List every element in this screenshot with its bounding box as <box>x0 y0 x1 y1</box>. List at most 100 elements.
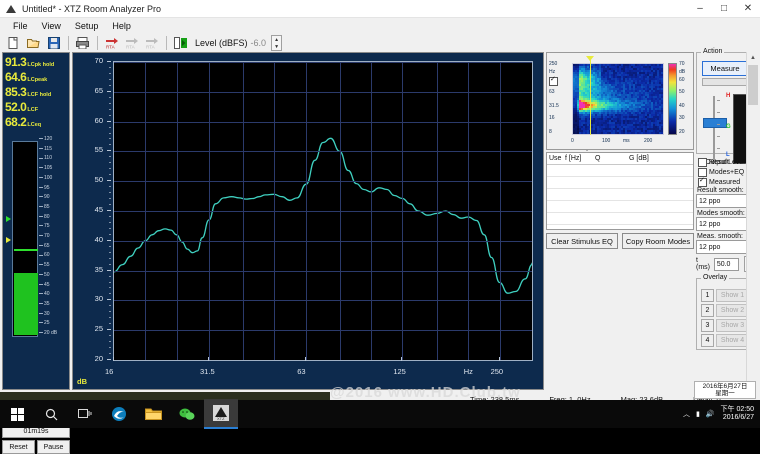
measure-button[interactable]: Measure <box>702 61 748 76</box>
spl-hold-line <box>14 248 38 251</box>
table-row-empty[interactable] <box>547 177 693 189</box>
spl-marker-green <box>6 215 11 222</box>
y-axis-label: 70 <box>94 56 103 65</box>
checkbox-measured[interactable]: Measured <box>696 176 754 187</box>
svg-text:XTZ: XTZ <box>217 416 225 421</box>
new-document-icon[interactable] <box>4 34 23 52</box>
menu-setup[interactable]: Setup <box>74 20 99 31</box>
open-folder-icon[interactable] <box>24 34 43 52</box>
spl-scale-tick: 65 <box>39 243 50 249</box>
spectrogram-cursor[interactable] <box>589 57 591 135</box>
menu-view[interactable]: View <box>41 20 61 31</box>
overlay-number[interactable]: 2 <box>701 304 714 317</box>
overlay-show-button[interactable]: Show 3 <box>716 319 749 332</box>
overlay-show-button[interactable]: Show 4 <box>716 334 749 347</box>
spectrogram-cursor-handle[interactable] <box>585 56 594 61</box>
spectrogram-y-label: 8 <box>549 129 552 135</box>
maximize-button[interactable]: □ <box>720 3 728 14</box>
spl-reading-row: 64.6 LCpeak <box>5 70 69 84</box>
status-freq: Freq: 1..0Hz <box>549 394 591 404</box>
search-icon[interactable] <box>34 400 68 428</box>
start-icon[interactable] <box>0 400 34 428</box>
tray-network-icon[interactable]: ▮ <box>695 411 700 418</box>
overlay-number[interactable]: 1 <box>701 289 714 302</box>
chart-plot-area[interactable] <box>113 61 533 361</box>
app-icon <box>4 2 18 15</box>
overlay-show-button[interactable]: Show 1 <box>716 289 749 302</box>
level-spinner[interactable]: ▲ ▼ <box>271 35 283 51</box>
measured-checkbox[interactable] <box>698 176 707 187</box>
spl-scale-tick: 95 <box>39 185 50 191</box>
taskbar: XTZ ︿ ▮ 🔊 下午 02:50 2016/6/27 <box>0 399 760 429</box>
table-row-empty[interactable] <box>547 201 693 213</box>
minimize-button[interactable]: – <box>697 3 703 14</box>
grid-line-vertical <box>273 62 275 360</box>
output-good-label: G <box>726 124 731 130</box>
table-row-empty[interactable] <box>547 189 693 201</box>
t-ms-value[interactable]: 50.0 <box>713 257 740 271</box>
grid-line-horizontal <box>114 151 532 153</box>
level-label: Level (dBFS) <box>195 38 248 48</box>
svg-text:RTA: RTA <box>106 45 115 50</box>
print-icon[interactable] <box>73 34 92 52</box>
column-gain: G [dB] <box>629 155 649 162</box>
result-checkbox[interactable] <box>698 157 707 167</box>
vertical-scrollbar[interactable]: ▲ <box>746 52 759 392</box>
spl-scale-tick: 50 <box>39 272 50 278</box>
pause-button[interactable]: Pause <box>37 440 70 454</box>
overlay-row: 1 Show 1 <box>701 289 749 302</box>
spl-value: 68.2 <box>5 115 27 129</box>
overlay-number[interactable]: 3 <box>701 319 714 332</box>
spectrogram-plot[interactable] <box>572 63 664 135</box>
overlay-row: 2 Show 2 <box>701 304 749 317</box>
rta-alt-icon[interactable]: RTA <box>142 34 161 52</box>
spl-scale-tick: 70 <box>39 233 50 239</box>
tray-volume-icon[interactable]: 🔊 <box>705 411 715 418</box>
spl-meter-bar <box>14 272 38 335</box>
scroll-up-icon[interactable]: ▲ <box>747 52 759 64</box>
modes-smooth-value: 12 ppo <box>699 220 721 228</box>
spectrogram-x-label: 100 <box>602 138 611 144</box>
copy-room-modes-button[interactable]: Copy Room Modes <box>622 233 694 249</box>
scrollbar-thumb[interactable] <box>748 65 758 105</box>
colorbar-label: 40 <box>679 103 685 109</box>
save-disk-icon[interactable] <box>44 34 63 52</box>
x-axis-label: 125 <box>393 367 406 376</box>
svg-text:RTA: RTA <box>146 45 155 50</box>
menu-file[interactable]: File <box>13 20 28 31</box>
grid-line-vertical <box>242 62 244 360</box>
spl-value: 85.3 <box>5 85 27 99</box>
overlay-show-button[interactable]: Show 2 <box>716 304 749 317</box>
reset-button[interactable]: Reset <box>2 440 35 454</box>
edge-icon[interactable] <box>102 400 136 428</box>
level-meter-icon[interactable] <box>171 34 190 52</box>
xtz-app-icon[interactable]: XTZ <box>204 399 238 429</box>
spl-level-meter: 120 115 110 105 100 95 90 85 80 75 70 65 60 55 50 45 40 3… <box>6 136 68 337</box>
spl-scale-tick: 110 <box>39 155 52 161</box>
menu-help[interactable]: Help <box>112 20 131 31</box>
task-view-icon[interactable] <box>68 400 102 428</box>
wechat-icon[interactable] <box>170 400 204 428</box>
spl-scale-tick: 55 <box>39 262 50 268</box>
output-slider-thumb[interactable] <box>703 118 727 128</box>
output-slider-track[interactable] <box>713 96 715 160</box>
taskbar-clock[interactable]: 下午 02:50 2016/6/27 <box>721 406 754 423</box>
table-row-empty[interactable] <box>547 165 693 177</box>
file-explorer-icon[interactable] <box>136 400 170 428</box>
spl-value: 52.0 <box>5 100 27 114</box>
checkbox-result[interactable]: Result <box>696 157 754 167</box>
frequency-response-chart[interactable]: 20 25 30 35 40 45 50 55 60 65 70 16 31.5 63 125 250 Hz … <box>72 52 544 390</box>
rta-sweep-icon[interactable]: RTA <box>102 34 121 52</box>
overlay-number[interactable]: 4 <box>701 334 714 347</box>
measured-label: Measured <box>709 178 741 186</box>
close-button[interactable]: ✕ <box>743 3 753 14</box>
spl-scale-tick: 100 <box>39 175 52 181</box>
grid-line-horizontal <box>114 360 532 361</box>
tray-chevron-icon[interactable]: ︿ <box>682 411 690 418</box>
clear-stimulus-eq-button[interactable]: Clear Stimulus EQ <box>546 233 618 249</box>
rta-icon[interactable]: RTA <box>122 34 141 52</box>
mode-use-checkbox[interactable] <box>549 75 558 86</box>
table-row-empty[interactable] <box>547 213 693 225</box>
stimulus-eq-table[interactable]: Use f [Hz] Q G [dB] <box>546 152 694 230</box>
